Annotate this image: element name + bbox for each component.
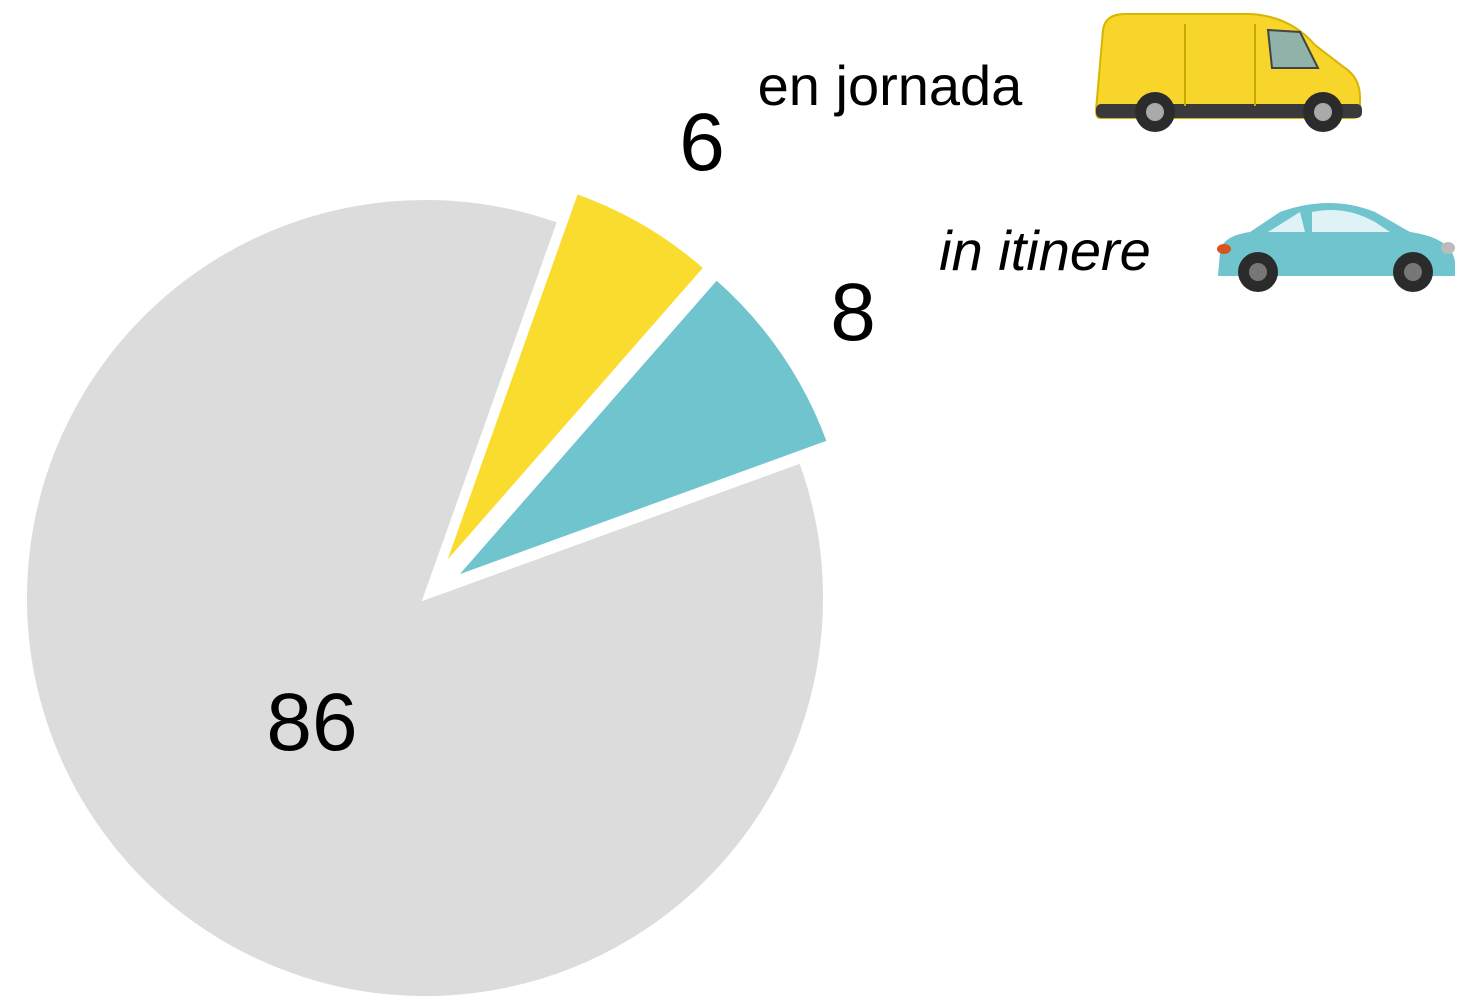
car-icon xyxy=(1217,203,1455,292)
pie-slice xyxy=(23,196,827,997)
value-label: 6 xyxy=(679,97,725,188)
pie-slice xyxy=(451,275,832,581)
van-icon xyxy=(1094,13,1362,132)
value-label: 8 xyxy=(830,267,876,358)
value-label: 86 xyxy=(266,677,357,768)
category-label: in itinere xyxy=(939,219,1151,282)
pie-slice xyxy=(440,189,709,570)
category-label: en jornada xyxy=(758,54,1024,117)
pie xyxy=(23,189,832,997)
